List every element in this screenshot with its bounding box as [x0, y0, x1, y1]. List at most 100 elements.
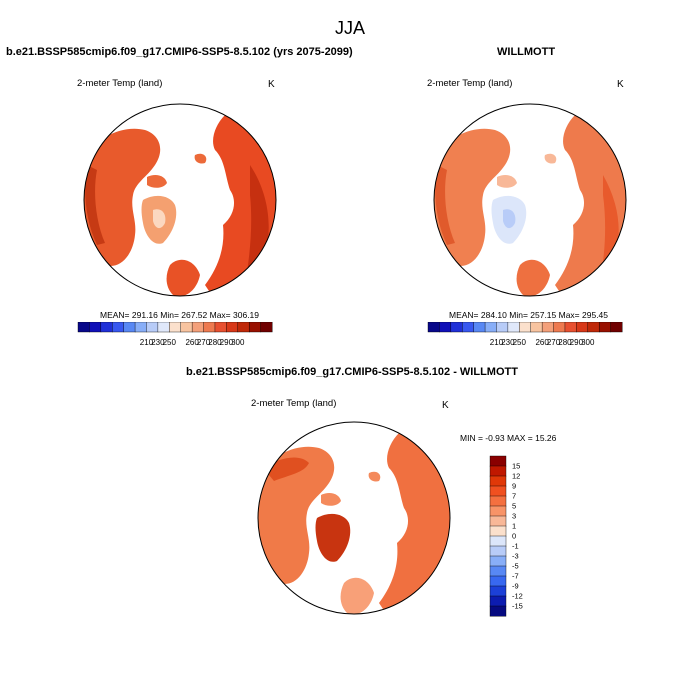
- landmass-svalbard: [194, 153, 207, 164]
- colorbar-tick-label: 7: [512, 492, 516, 501]
- colorbar-swatch: [576, 322, 589, 333]
- map-border: [83, 103, 277, 297]
- polar-map-diff: [257, 421, 451, 615]
- colorbar-swatch: [146, 322, 159, 333]
- colorbar-swatch: [134, 322, 147, 333]
- colorbar-swatch: [489, 515, 507, 527]
- colorbar-swatch: [489, 565, 507, 577]
- colorbar-swatch: [169, 322, 182, 333]
- colorbar-swatch: [77, 322, 90, 333]
- landmass-europe: [340, 577, 374, 614]
- colorbar-tick-label: 280: [558, 338, 572, 347]
- units-label-diff: K: [442, 400, 449, 411]
- colorbar-swatch: [439, 322, 452, 333]
- colorbar-swatch: [564, 322, 577, 333]
- variable-label-diff: 2-meter Temp (land): [251, 398, 337, 409]
- colorbar-swatch: [489, 475, 507, 487]
- colorbar-swatch: [427, 322, 440, 333]
- landmass-north-america-warm: [435, 165, 455, 245]
- units-label-model: K: [268, 79, 275, 90]
- colorbar-swatch: [489, 575, 507, 587]
- colorbar-swatch: [489, 465, 507, 477]
- colorbar-swatch: [489, 505, 507, 517]
- colorbar-tick-label: 9: [512, 482, 516, 491]
- colorbar-swatch: [484, 322, 497, 333]
- colorbar-tick-label: -15: [512, 602, 523, 611]
- colorbar-tick-label: 270: [197, 338, 211, 347]
- colorbar-tick-label: 1: [512, 522, 516, 531]
- colorbar-swatch: [489, 525, 507, 537]
- colorbar-tick-label: -5: [512, 562, 519, 571]
- colorbar-swatch: [598, 322, 612, 333]
- panel-title-model: b.e21.BSSP585cmip6.f09_g17.CMIP6-SSP5-8.…: [6, 46, 353, 58]
- colorbar-tick-label: 280: [208, 338, 222, 347]
- colorbar-tick-label: 250: [163, 338, 177, 347]
- colorbar-tick-label: 15: [512, 462, 520, 471]
- colorbar-tick-label: 5: [512, 502, 516, 511]
- colorbar-swatch: [473, 322, 486, 333]
- greenland-interior: [153, 209, 166, 229]
- landmass-svalbard: [368, 471, 381, 482]
- colorbar-swatch: [489, 545, 507, 557]
- colorbar-tick-label: 260: [535, 338, 549, 347]
- map-border: [433, 103, 627, 297]
- colorbar-tick-label: -7: [512, 572, 519, 581]
- figure-title: JJA: [334, 18, 365, 38]
- colorbar-swatch: [489, 605, 507, 617]
- colorbar-swatch: [610, 322, 623, 333]
- colorbar-swatch: [489, 585, 507, 597]
- colorbar-tick-label: -3: [512, 552, 519, 561]
- colorbar-tick-label: 230: [501, 338, 515, 347]
- colorbar-swatch: [587, 322, 600, 333]
- colorbar-swatch: [489, 595, 507, 607]
- stats-model: MEAN= 291.16 Min= 267.52 Max= 306.19: [100, 310, 260, 320]
- colorbar-swatch: [100, 322, 113, 333]
- colorbar-tick-label: 270: [547, 338, 561, 347]
- colorbar-tick-label: 300: [581, 338, 595, 347]
- colorbar-swatch: [203, 322, 216, 333]
- colorbar-swatch: [530, 322, 543, 333]
- colorbar-swatch: [541, 322, 555, 333]
- colorbar-tick-label: 210: [490, 338, 504, 347]
- panel-title-obs: WILLMOTT: [497, 46, 556, 58]
- colorbar-swatch: [237, 322, 250, 333]
- landmass-north-america: [84, 128, 161, 266]
- stats-obs: MEAN= 284.10 Min= 257.15 Max= 295.45: [449, 310, 609, 320]
- landmass-north-america: [258, 446, 335, 584]
- colorbar-swatch: [157, 322, 170, 333]
- colorbar-tick-label: 210: [140, 338, 154, 347]
- colorbar-tick-label: 0: [512, 532, 516, 541]
- colorbar-tick-label: 12: [512, 472, 520, 481]
- colorbar-swatch: [462, 322, 475, 333]
- variable-label-obs: 2-meter Temp (land): [427, 78, 513, 89]
- colorbar-swatch: [489, 485, 507, 497]
- colorbar-tick-label: -9: [512, 582, 519, 591]
- colorbar-tick-label: 230: [151, 338, 165, 347]
- landmass-north-america-hot: [85, 165, 105, 245]
- landmass-europe: [516, 259, 550, 296]
- map-border: [257, 421, 451, 615]
- polar-map-model: [83, 103, 277, 297]
- landmass-svalbard: [544, 153, 557, 164]
- colorbar-swatch: [123, 322, 136, 333]
- units-label-obs: K: [617, 79, 624, 90]
- polar-map-obs: [433, 103, 627, 297]
- variable-label-model: 2-meter Temp (land): [77, 78, 163, 89]
- colorbar-swatch: [191, 322, 205, 333]
- colorbar-swatch: [489, 535, 507, 547]
- colorbar-tick-label: 250: [513, 338, 527, 347]
- stats-diff: MIN = -0.93 MAX = 15.26: [460, 433, 557, 443]
- colorbar-swatch: [507, 322, 520, 333]
- landmass-arctic-islands: [497, 175, 517, 188]
- colorbar-swatch: [489, 495, 507, 507]
- colorbar-swatch: [248, 322, 262, 333]
- colorbar-tick-label: 260: [185, 338, 199, 347]
- colorbar-swatch: [180, 322, 193, 333]
- colorbar-swatch: [489, 555, 507, 567]
- landmass-europe: [166, 259, 200, 296]
- colorbar-swatch: [496, 322, 509, 333]
- panel-title-diff: b.e21.BSSP585cmip6.f09_g17.CMIP6-SSP5-8.…: [186, 366, 518, 378]
